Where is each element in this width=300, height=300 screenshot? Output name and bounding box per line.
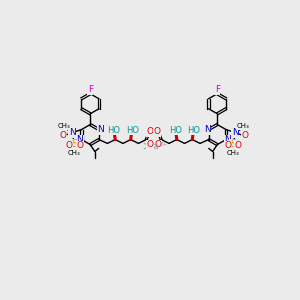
Text: N: N bbox=[97, 125, 104, 134]
Text: HO: HO bbox=[126, 126, 139, 135]
Text: O: O bbox=[146, 140, 153, 149]
Text: N: N bbox=[232, 128, 239, 137]
Text: O: O bbox=[235, 141, 242, 150]
Text: O: O bbox=[59, 131, 66, 140]
Text: CH₃: CH₃ bbox=[226, 150, 239, 156]
Text: O: O bbox=[147, 128, 154, 136]
Text: HO: HO bbox=[107, 126, 120, 135]
Text: N: N bbox=[76, 135, 83, 144]
Text: O: O bbox=[154, 140, 161, 149]
Text: HO: HO bbox=[187, 126, 200, 135]
Text: O: O bbox=[241, 131, 248, 140]
Text: O: O bbox=[76, 141, 83, 150]
Text: CH₃: CH₃ bbox=[68, 150, 81, 156]
Text: N: N bbox=[204, 125, 210, 134]
Text: O: O bbox=[66, 141, 73, 150]
Text: Ca: Ca bbox=[148, 142, 160, 151]
Text: 2+: 2+ bbox=[159, 142, 167, 147]
Text: O: O bbox=[224, 141, 231, 150]
Text: F: F bbox=[215, 85, 220, 94]
Text: S: S bbox=[230, 139, 236, 149]
Text: S: S bbox=[71, 139, 78, 149]
Text: N: N bbox=[224, 135, 231, 144]
Text: HO: HO bbox=[169, 126, 182, 135]
Text: O: O bbox=[154, 128, 161, 136]
Text: F: F bbox=[88, 85, 93, 94]
Text: CH₃: CH₃ bbox=[58, 124, 71, 130]
Text: CH₃: CH₃ bbox=[237, 124, 250, 130]
Text: N: N bbox=[69, 128, 76, 137]
